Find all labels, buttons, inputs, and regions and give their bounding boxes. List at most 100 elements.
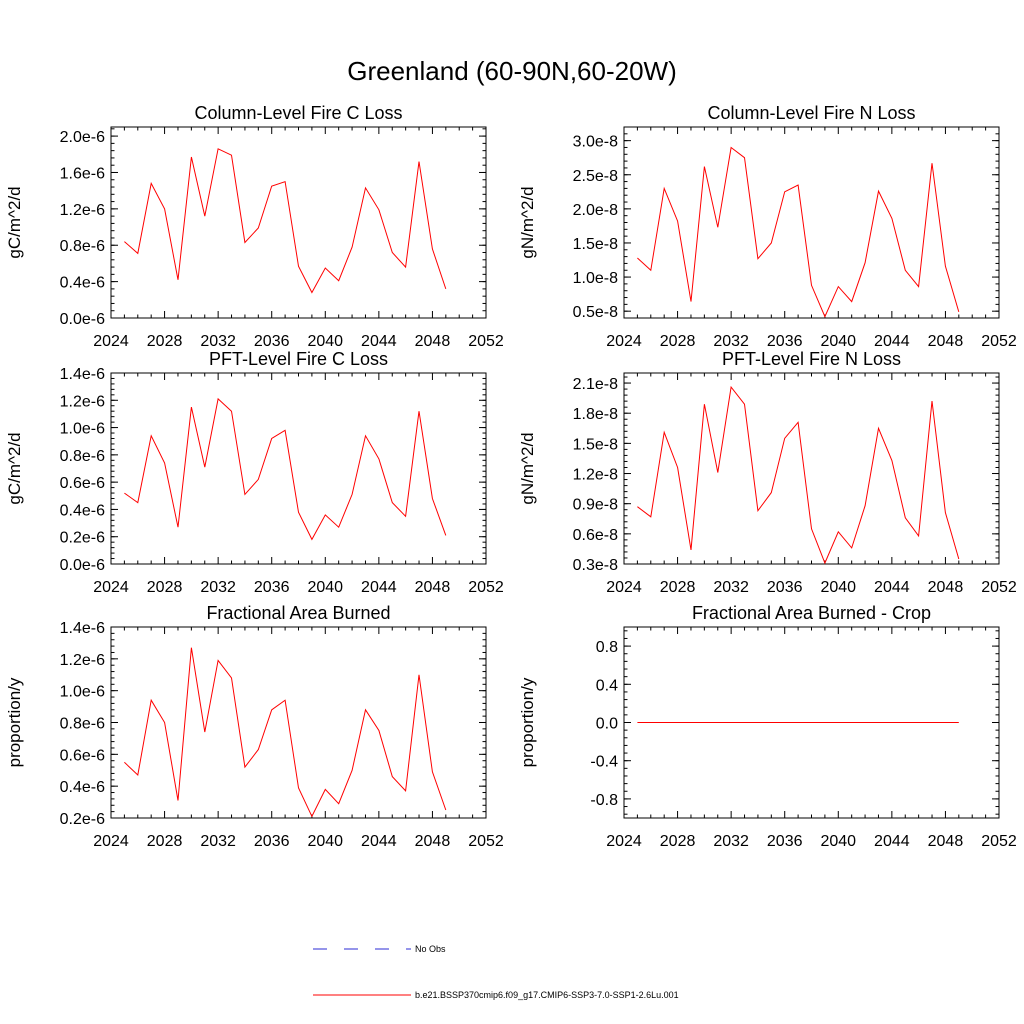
chart-panel: Column-Level Fire N Loss gN/m^2/d 2024 2028… <box>518 103 1017 350</box>
y-tick-label: 0.4e-6 <box>60 779 105 796</box>
x-tick-label: 2044 <box>361 579 397 596</box>
y-tick-label: 1.4e-6 <box>60 620 105 637</box>
y-tick-label: 0.8e-6 <box>60 238 105 255</box>
y-tick-label: 0.2e-6 <box>60 811 105 828</box>
x-tick-label: 2028 <box>147 333 183 350</box>
x-tick-label: 2044 <box>874 333 910 350</box>
x-tick-label: 2032 <box>200 833 236 850</box>
x-tick-label: 2040 <box>307 833 343 850</box>
y-tick-label: 0.6e-8 <box>573 527 618 544</box>
y-tick-label: 0.8e-6 <box>60 448 105 465</box>
y-tick-label: 1.0e-8 <box>573 270 618 287</box>
x-tick-label: 2028 <box>660 333 696 350</box>
x-tick-label: 2036 <box>254 579 290 596</box>
x-tick-label: 2048 <box>415 333 451 350</box>
x-tick-label: 2024 <box>93 333 129 350</box>
x-tick-label: 2052 <box>981 833 1017 850</box>
y-tick-label: 2.1e-8 <box>573 376 618 393</box>
y-tick-label: 0.0e-6 <box>60 557 105 574</box>
y-tick-label: 1.8e-8 <box>573 406 618 423</box>
x-tick-label: 2044 <box>361 833 397 850</box>
y-tick-label: 2.5e-8 <box>573 168 618 185</box>
y-tick-label: 0.4e-6 <box>60 502 105 519</box>
plot-frame <box>623 126 1000 319</box>
y-tick-label: 0.8e-6 <box>60 716 105 733</box>
y-axis-label: gC/m^2/d <box>5 186 24 258</box>
chart-panel: PFT-Level Fire C Loss gC/m^2/d 2024 2028 203… <box>5 349 504 596</box>
x-tick-label: 2052 <box>468 333 504 350</box>
plot-frame <box>110 626 487 819</box>
panel-title: Fractional Area Burned <box>206 603 390 623</box>
panel-title: Fractional Area Burned - Crop <box>692 603 931 623</box>
y-tick-label: -0.8 <box>590 792 618 809</box>
x-tick-label: 2028 <box>660 579 696 596</box>
x-tick-label: 2040 <box>820 579 856 596</box>
x-tick-label: 2028 <box>147 579 183 596</box>
legend-model-label: b.e21.BSSP370cmip6.f09_g17.CMIP6-SSP3-7.… <box>415 990 679 1000</box>
chart-panel: PFT-Level Fire N Loss gN/m^2/d 2024 2028 203… <box>518 349 1017 596</box>
x-tick-label: 2048 <box>928 833 964 850</box>
y-tick-label: 1.0e-6 <box>60 684 105 701</box>
x-tick-label: 2048 <box>415 833 451 850</box>
x-tick-label: 2032 <box>200 333 236 350</box>
figure-title: Greenland (60-90N,60-20W) <box>347 56 677 86</box>
y-tick-label: 0.5e-8 <box>573 304 618 321</box>
x-tick-label: 2036 <box>254 333 290 350</box>
x-tick-label: 2036 <box>254 833 290 850</box>
y-tick-label: 0.0e-6 <box>60 311 105 328</box>
x-tick-label: 2040 <box>307 333 343 350</box>
y-tick-label: 2.0e-8 <box>573 202 618 219</box>
chart-panel: Column-Level Fire C Loss gC/m^2/d 2024 2028… <box>5 103 504 350</box>
x-tick-label: 2044 <box>874 833 910 850</box>
y-tick-label: 1.2e-8 <box>573 467 618 484</box>
series-line <box>124 397 447 541</box>
x-tick-label: 2048 <box>928 333 964 350</box>
chart-panel: Fractional Area Burned proportion/y 2024 20… <box>5 603 504 850</box>
series-line <box>637 385 960 565</box>
x-tick-label: 2032 <box>713 833 749 850</box>
x-tick-label: 2048 <box>415 579 451 596</box>
x-tick-label: 2032 <box>713 333 749 350</box>
x-tick-label: 2036 <box>767 333 803 350</box>
y-tick-label: 1.5e-8 <box>573 436 618 453</box>
panel-title: PFT-Level Fire N Loss <box>722 349 901 369</box>
series-line <box>637 146 960 318</box>
y-axis-label: gN/m^2/d <box>518 432 537 504</box>
legend-no-obs-label: No Obs <box>415 944 446 954</box>
x-tick-label: 2036 <box>767 833 803 850</box>
panel-title: Column-Level Fire N Loss <box>707 103 915 123</box>
x-tick-label: 2024 <box>606 333 642 350</box>
x-tick-label: 2028 <box>660 833 696 850</box>
y-tick-label: 0.6e-6 <box>60 475 105 492</box>
x-tick-label: 2052 <box>468 579 504 596</box>
y-tick-label: 0.3e-8 <box>573 557 618 574</box>
panel-title: Column-Level Fire C Loss <box>194 103 402 123</box>
x-tick-label: 2044 <box>874 579 910 596</box>
x-tick-label: 2048 <box>928 579 964 596</box>
x-tick-label: 2032 <box>713 579 749 596</box>
y-axis-label: gN/m^2/d <box>518 186 537 258</box>
series-line <box>124 647 447 818</box>
y-axis-label: proportion/y <box>5 677 24 767</box>
y-tick-label: 3.0e-8 <box>573 134 618 151</box>
y-tick-label: 1.2e-6 <box>60 652 105 669</box>
x-tick-label: 2052 <box>981 579 1017 596</box>
y-tick-label: 0.0 <box>596 716 618 733</box>
y-tick-label: 1.4e-6 <box>60 366 105 383</box>
chart-panel: Fractional Area Burned - Crop proportion/… <box>518 603 1017 850</box>
y-tick-label: 0.9e-8 <box>573 497 618 514</box>
panels: Column-Level Fire C Loss gC/m^2/d 2024 2028… <box>5 103 1017 850</box>
x-tick-label: 2040 <box>820 833 856 850</box>
y-tick-label: 0.2e-6 <box>60 530 105 547</box>
y-tick-label: 0.4 <box>596 677 618 694</box>
y-tick-label: 0.8 <box>596 639 618 656</box>
x-tick-label: 2024 <box>93 833 129 850</box>
x-tick-label: 2044 <box>361 333 397 350</box>
y-tick-label: 1.2e-6 <box>60 393 105 410</box>
x-tick-label: 2024 <box>606 833 642 850</box>
y-tick-label: 1.6e-6 <box>60 165 105 182</box>
x-tick-label: 2028 <box>147 833 183 850</box>
y-tick-label: 0.4e-6 <box>60 275 105 292</box>
x-tick-label: 2036 <box>767 579 803 596</box>
